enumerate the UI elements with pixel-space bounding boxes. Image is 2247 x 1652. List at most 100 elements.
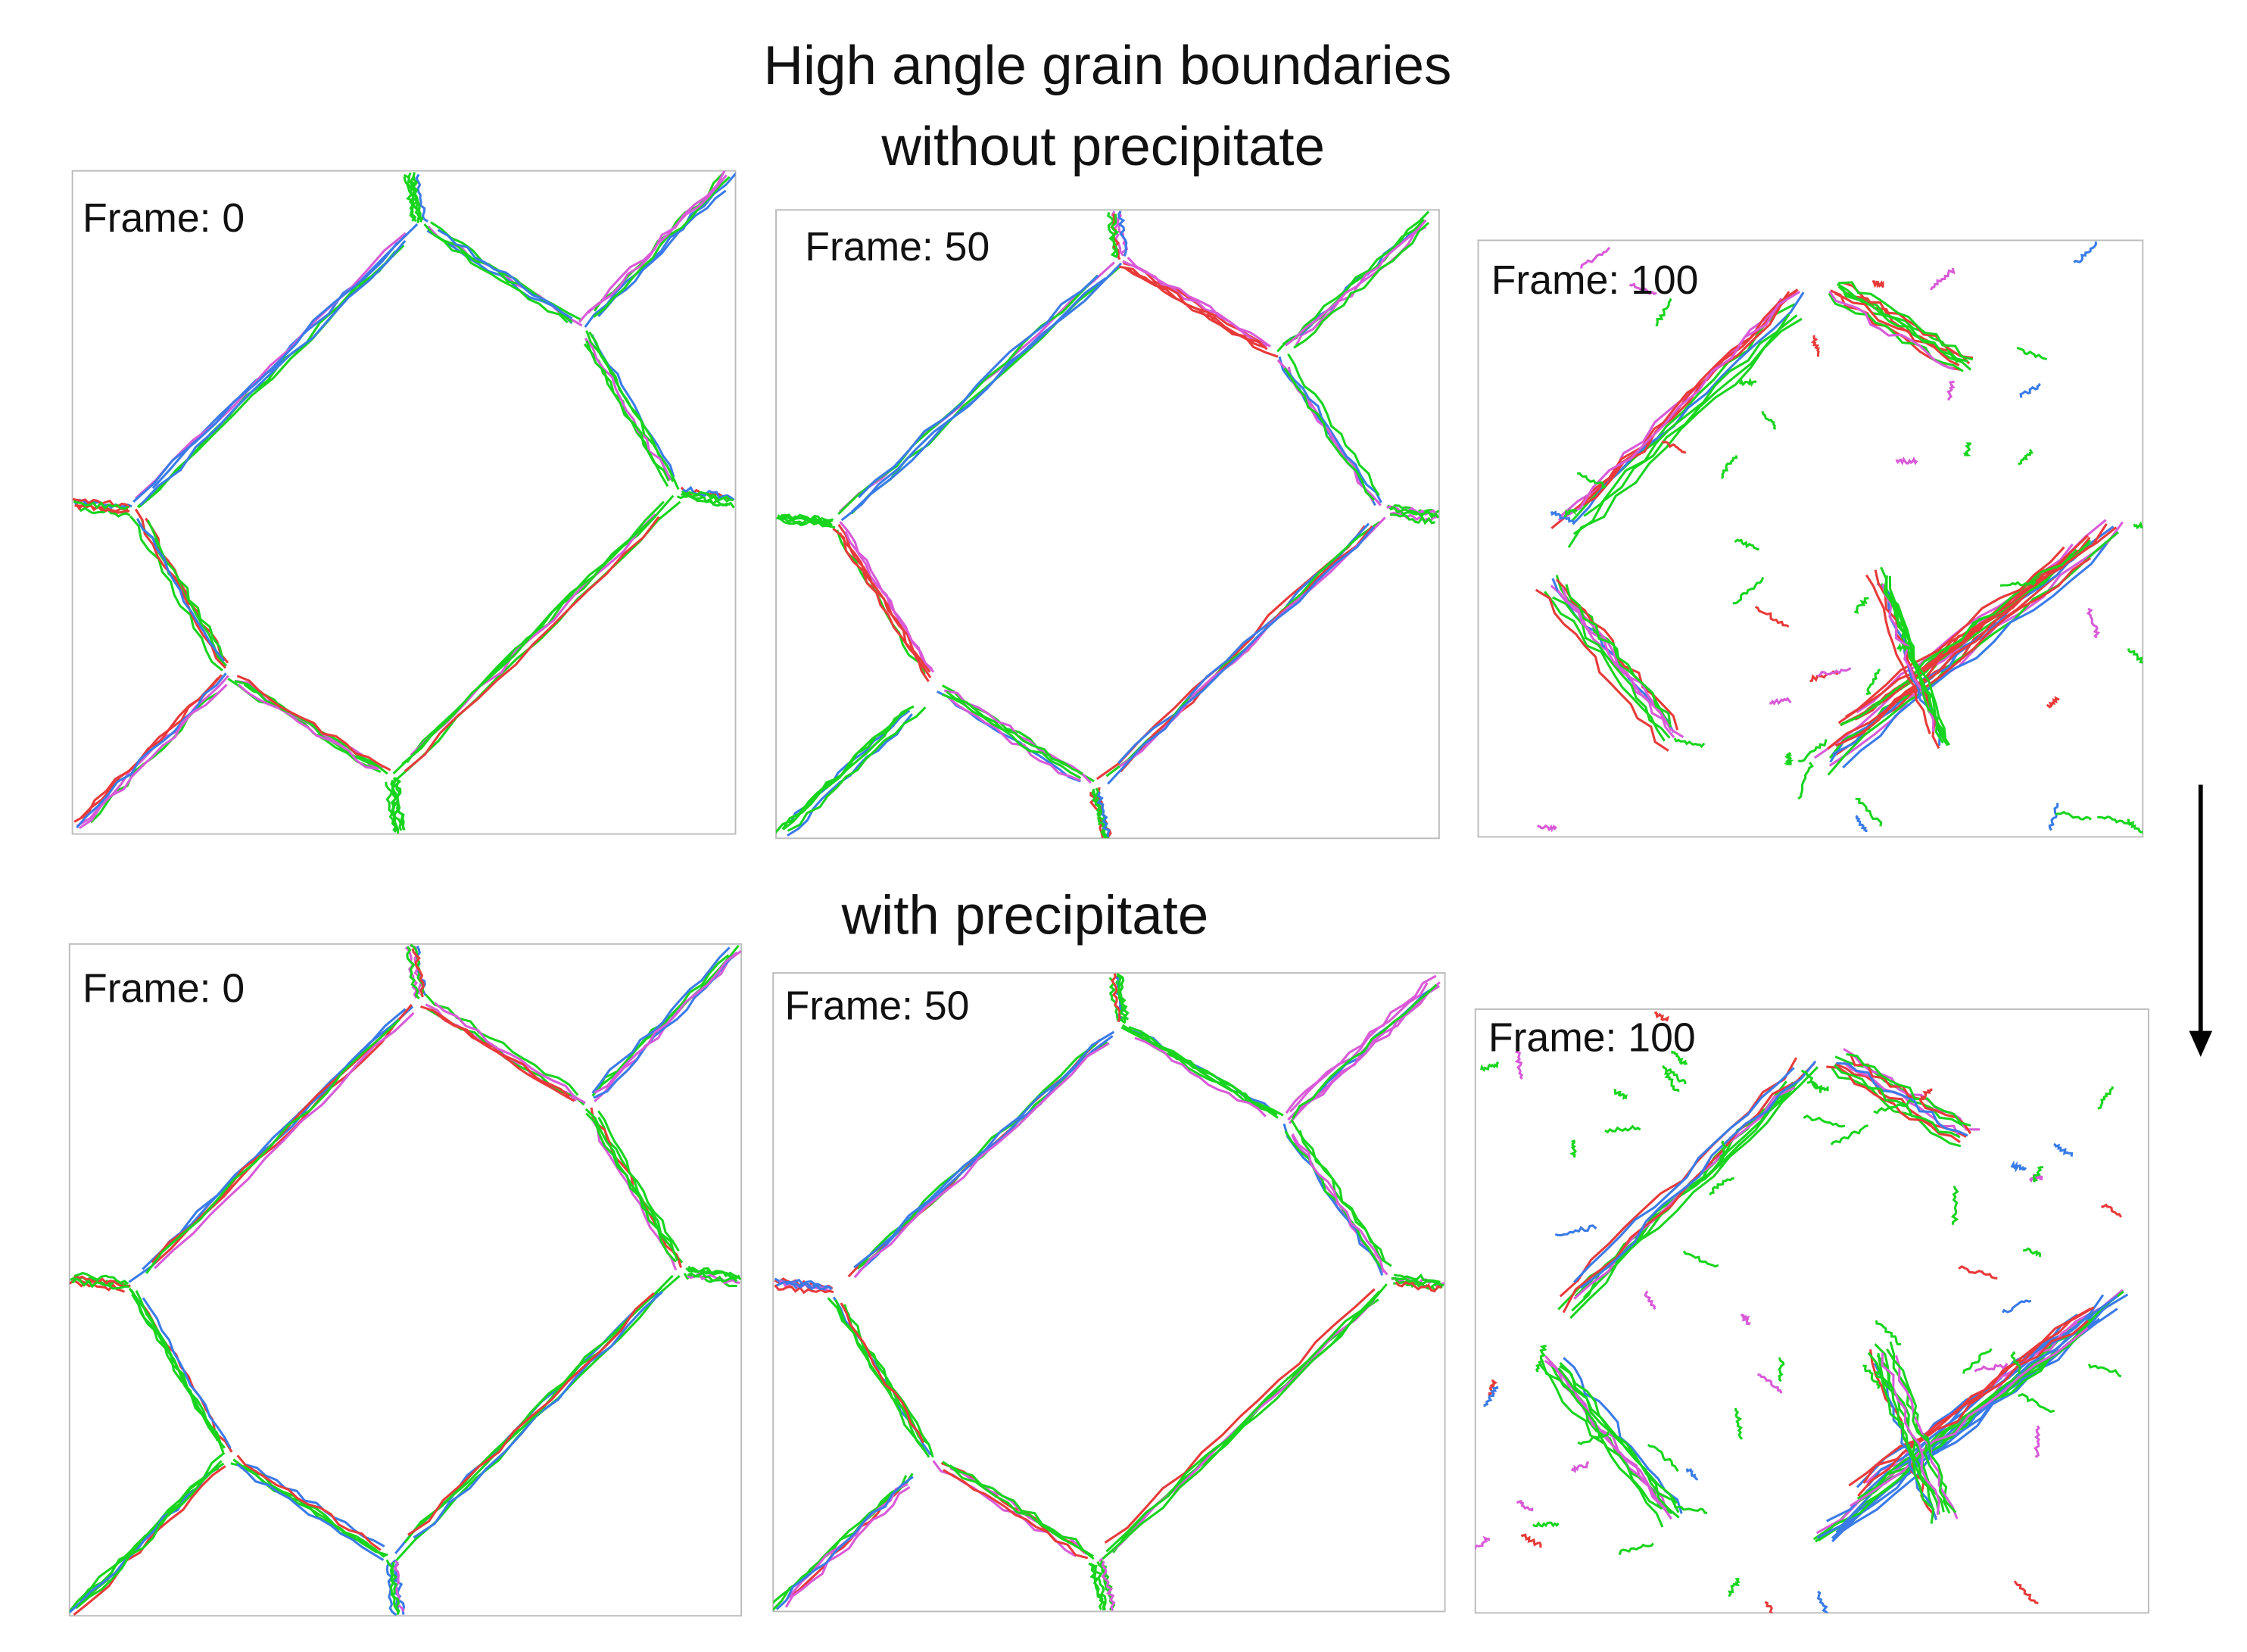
boundary-strand bbox=[593, 176, 731, 318]
boundary-strand bbox=[1817, 667, 1852, 678]
boundary-strand bbox=[1761, 410, 1777, 430]
boundary-strand bbox=[1673, 737, 1706, 749]
boundary-strand bbox=[74, 503, 130, 514]
row-heading: with precipitate bbox=[841, 884, 1209, 946]
boundary-strand bbox=[1563, 1357, 1683, 1514]
boundary-strand bbox=[1535, 588, 1669, 752]
boundary-strand bbox=[1094, 1564, 1107, 1611]
boundary-strand bbox=[774, 1284, 834, 1295]
boundary-strand bbox=[943, 1469, 1089, 1560]
boundary-strand bbox=[237, 684, 379, 770]
boundary-strand bbox=[1886, 1348, 1957, 1513]
boundary-strand bbox=[1557, 589, 1675, 739]
grain-boundaries bbox=[773, 973, 1444, 1612]
boundary-strand bbox=[942, 1460, 1095, 1560]
boundary-strand bbox=[784, 1485, 911, 1608]
boundary-strand bbox=[1128, 1026, 1284, 1117]
boundary-strand bbox=[1769, 697, 1792, 706]
boundary-strand bbox=[1292, 983, 1438, 1120]
boundary-strand bbox=[844, 531, 935, 673]
boundary-strand bbox=[403, 173, 417, 223]
boundary-strand bbox=[73, 674, 223, 823]
boundary-strand bbox=[1618, 1542, 1654, 1556]
frame-label: Frame: 50 bbox=[805, 225, 989, 270]
boundary-strand bbox=[2046, 696, 2060, 709]
boundary-strand bbox=[1875, 1371, 1895, 1396]
boundary-strand bbox=[425, 993, 579, 1096]
boundary-strand bbox=[1848, 1306, 2095, 1487]
boundary-strand bbox=[415, 173, 429, 223]
boundary-strand bbox=[1857, 1320, 2089, 1497]
boundary-strand bbox=[407, 172, 421, 223]
boundary-strand bbox=[145, 1018, 400, 1274]
grain-boundaries bbox=[1475, 1011, 2129, 1613]
boundary-strand bbox=[1962, 442, 1971, 457]
boundary-strand bbox=[1118, 265, 1279, 358]
boundary-strand bbox=[1836, 1061, 1968, 1137]
panel-frame bbox=[772, 972, 1446, 1613]
boundary-strand bbox=[1974, 1362, 2009, 1373]
boundary-strand bbox=[782, 707, 911, 831]
boundary-strand bbox=[1880, 566, 1949, 747]
boundary-strand bbox=[74, 1271, 129, 1286]
boundary-strand bbox=[1569, 1139, 1578, 1158]
boundary-strand bbox=[407, 1292, 655, 1536]
boundary-strand bbox=[1390, 513, 1435, 525]
boundary-strand bbox=[76, 505, 131, 518]
boundary-strand bbox=[1962, 1348, 1993, 1374]
boundary-strand bbox=[1754, 606, 1790, 628]
boundary-strand bbox=[77, 1462, 225, 1608]
boundary-strand bbox=[858, 274, 1099, 499]
boundary-strand bbox=[1293, 221, 1430, 349]
boundary-strand bbox=[1877, 1352, 1940, 1515]
boundary-strand bbox=[585, 1112, 677, 1263]
boundary-strand bbox=[79, 1460, 223, 1602]
boundary-strand bbox=[775, 1280, 833, 1291]
boundary-strand bbox=[1287, 353, 1380, 497]
boundary-strand bbox=[1719, 1140, 1728, 1169]
simulation-panel: Frame: 100 bbox=[1477, 239, 2144, 838]
boundary-strand bbox=[420, 1005, 575, 1102]
boundary-strand bbox=[2097, 1086, 2114, 1110]
boundary-strand bbox=[1732, 576, 1765, 605]
boundary-strand bbox=[1559, 1361, 1678, 1504]
boundary-strand bbox=[687, 1271, 738, 1283]
boundary-strand bbox=[1999, 580, 2037, 588]
boundary-strand bbox=[153, 1011, 415, 1270]
boundary-strand bbox=[389, 1561, 400, 1616]
boundary-strand bbox=[1111, 973, 1121, 1023]
boundary-strand bbox=[132, 223, 419, 503]
boundary-strand bbox=[946, 690, 1083, 775]
boundary-strand bbox=[78, 684, 228, 830]
boundary-strand bbox=[1628, 282, 1657, 295]
boundary-strand bbox=[584, 337, 672, 481]
boundary-strand bbox=[1854, 597, 1869, 614]
boundary-strand bbox=[1516, 1500, 1534, 1512]
boundary-strand bbox=[584, 1108, 679, 1261]
boundary-strand bbox=[1290, 1119, 1386, 1262]
boundary-strand bbox=[2100, 1203, 2123, 1218]
boundary-strand bbox=[236, 675, 391, 771]
boundary-strand bbox=[1395, 1281, 1442, 1293]
boundary-strand bbox=[1565, 584, 1672, 728]
boundary-strand bbox=[1514, 1050, 1524, 1080]
boundary-strand bbox=[587, 174, 728, 314]
boundary-strand bbox=[1850, 1326, 2089, 1507]
boundary-strand bbox=[2018, 1392, 2055, 1414]
boundary-strand bbox=[1532, 1521, 1560, 1528]
boundary-strand bbox=[1855, 797, 1883, 827]
boundary-strand bbox=[682, 485, 735, 501]
boundary-strand bbox=[1480, 1061, 1500, 1072]
boundary-strand bbox=[1721, 455, 1738, 479]
boundary-strand bbox=[129, 515, 223, 672]
boundary-strand bbox=[73, 500, 129, 510]
simulation-panel: Frame: 100 bbox=[1474, 1008, 2149, 1614]
boundary-strand bbox=[1111, 214, 1120, 257]
boundary-strand bbox=[1570, 1460, 1590, 1473]
boundary-strand bbox=[1117, 974, 1130, 1021]
boundary-strand bbox=[1285, 219, 1427, 347]
boundary-strand bbox=[1284, 1130, 1384, 1270]
boundary-strand bbox=[1550, 510, 1576, 524]
boundary-strand bbox=[1647, 1443, 1679, 1473]
boundary-strand bbox=[2002, 1299, 2032, 1314]
